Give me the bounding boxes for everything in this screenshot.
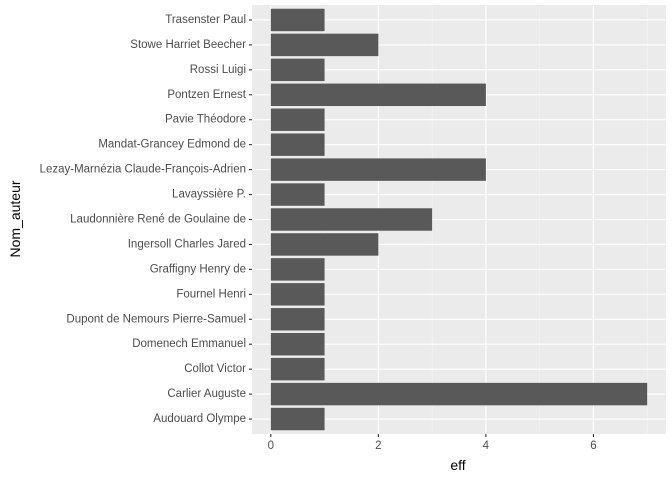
- x-axis-title: eff: [450, 457, 465, 473]
- bar: [270, 108, 325, 131]
- bar: [270, 407, 325, 431]
- y-tick-label: Laudonnière René de Goulaine de: [70, 214, 246, 226]
- y-tick-label: Dupont de Nemours Pierre-Samuel: [66, 313, 246, 325]
- bar: [270, 258, 325, 281]
- x-tick-label: 6: [590, 440, 596, 452]
- bar: [270, 308, 325, 331]
- bar: [270, 332, 325, 356]
- y-tick-label: Rossi Luigi: [190, 64, 246, 76]
- y-tick-label: Pontzen Ernest: [167, 89, 246, 101]
- y-axis: Trasenster Paul Stowe Harriet Beecher Ross…: [40, 14, 252, 425]
- y-tick-label: Carlier Auguste: [167, 388, 246, 400]
- y-tick-label: Trasenster Paul: [165, 14, 246, 26]
- y-tick-label: Mandat-Grancey Edmond de: [98, 139, 246, 151]
- y-tick-label: Ingersoll Charles Jared: [128, 238, 246, 250]
- x-tick-label: 4: [483, 440, 490, 452]
- bar: [270, 233, 379, 256]
- y-tick-label: Pavie Théodore: [165, 114, 246, 126]
- bar: [270, 357, 325, 381]
- bar: [270, 8, 325, 32]
- bar: [270, 382, 648, 406]
- x-tick-label: 0: [268, 440, 274, 452]
- y-tick-label: Domenech Emmanuel: [132, 338, 246, 350]
- bar: [270, 183, 325, 206]
- bar: [270, 208, 433, 231]
- bars: [270, 8, 648, 431]
- y-tick-label: Lezay-Marnézia Claude-François-Adrien: [40, 164, 246, 176]
- x-tick-label: 2: [375, 440, 381, 452]
- bar: [270, 158, 486, 181]
- bar: [270, 283, 325, 306]
- x-axis: 0 2 4 6: [268, 434, 597, 452]
- bar: [270, 58, 325, 82]
- y-tick-label: Collot Victor: [184, 363, 246, 375]
- y-tick-label: Stowe Harriet Beecher: [130, 39, 246, 51]
- bar: [270, 133, 325, 156]
- bar: [270, 33, 379, 57]
- bar: [270, 83, 486, 107]
- y-axis-title: Nom_auteur: [7, 180, 23, 257]
- y-tick-label: Audouard Olympe: [153, 413, 246, 425]
- y-tick-label: Graffigny Henry de: [150, 263, 246, 275]
- y-tick-label: Fournel Henri: [176, 288, 246, 300]
- y-tick-label: Lavayssière P.: [172, 189, 246, 201]
